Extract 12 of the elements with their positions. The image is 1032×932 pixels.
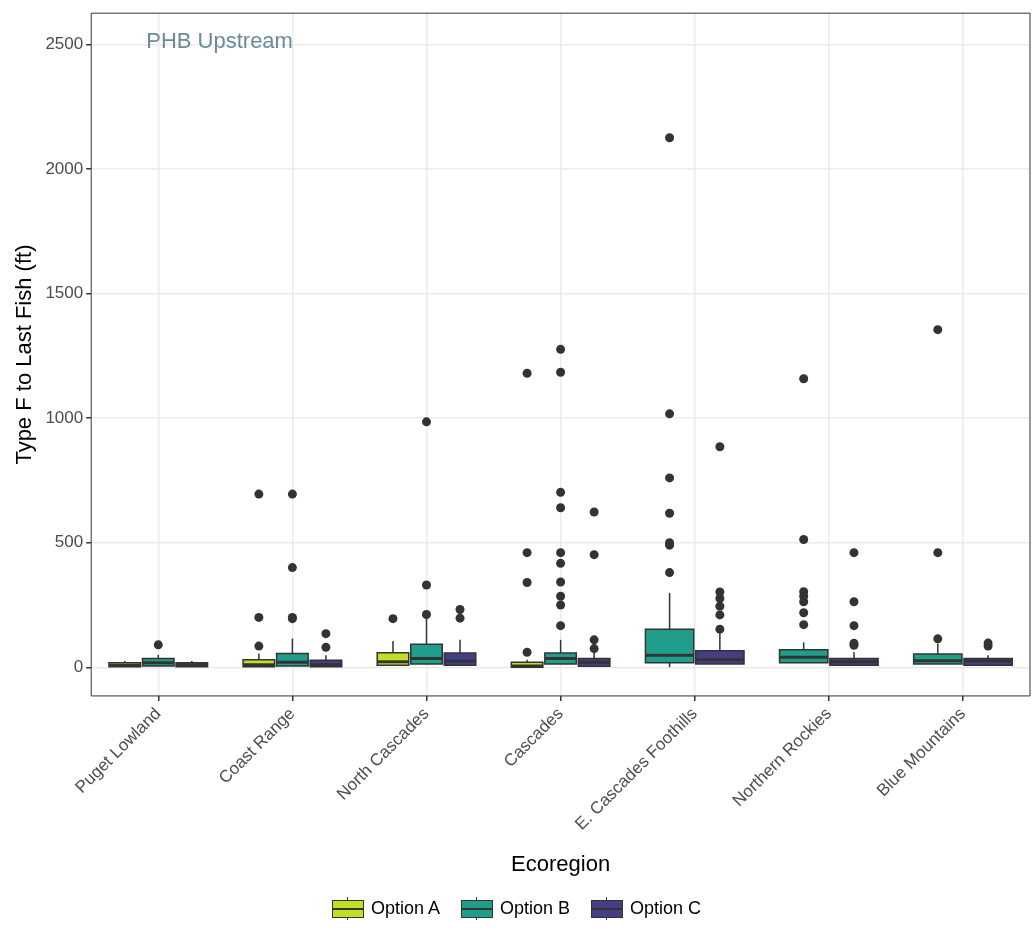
legend-label: Option A	[370, 897, 440, 919]
y-tick-label: 1500	[45, 283, 84, 303]
y-tick-label: 0	[73, 656, 84, 676]
x-axis-title: Ecoregion	[511, 850, 611, 876]
y-tick-label: 2000	[45, 158, 84, 178]
y-tick-label: 2500	[45, 34, 84, 54]
y-axis-title: Type F to Last Fish (ft)	[11, 244, 37, 465]
legend-label: Option B	[499, 897, 571, 919]
y-tick-label: 500	[54, 532, 84, 552]
y-tick-label: 1000	[45, 407, 84, 427]
legend-label: Option C	[630, 897, 702, 919]
text: PHB Upstream	[146, 28, 293, 54]
